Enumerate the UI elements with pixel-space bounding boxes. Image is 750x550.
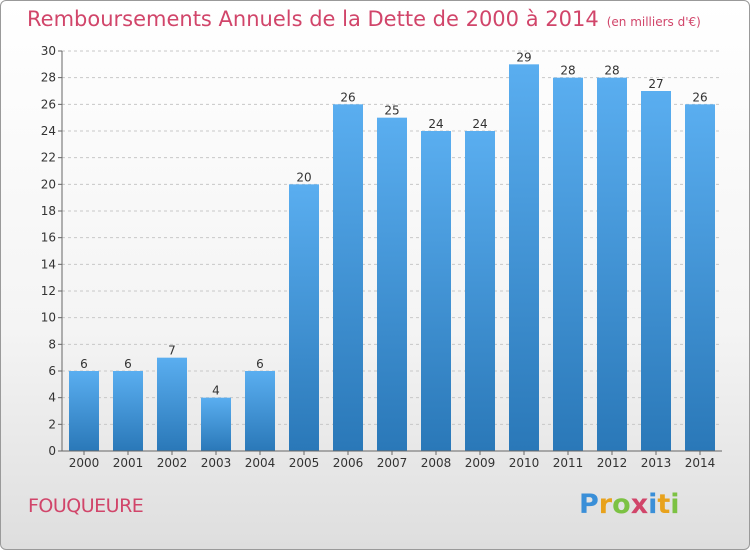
y-tick-label: 26 — [41, 97, 56, 111]
y-tick-label: 30 — [41, 44, 56, 58]
chart-unit: (en milliers d'€) — [606, 15, 701, 29]
bar — [157, 357, 187, 451]
logo-letter: r — [598, 489, 613, 520]
x-tick-label: 2010 — [509, 456, 540, 470]
chart-title: Remboursements Annuels de la Dette de 20… — [27, 7, 701, 31]
data-label: 6 — [80, 357, 88, 371]
y-tick-label: 0 — [48, 444, 56, 458]
data-label: 29 — [516, 50, 531, 64]
data-label: 26 — [692, 90, 707, 104]
data-label: 4 — [212, 384, 220, 398]
y-tick-label: 2 — [48, 417, 56, 431]
x-tick-label: 2007 — [377, 456, 408, 470]
data-label: 7 — [168, 344, 176, 358]
y-tick-label: 10 — [41, 311, 56, 325]
data-label: 27 — [648, 77, 663, 91]
logo-letter: i — [670, 489, 680, 520]
bar — [465, 131, 495, 451]
logo-letter: o — [612, 489, 631, 520]
x-tick-label: 2001 — [113, 456, 144, 470]
y-tick-label: 4 — [48, 391, 56, 405]
bar — [377, 117, 407, 452]
logo-letter: x — [630, 489, 649, 520]
data-label: 26 — [340, 90, 355, 104]
data-label: 24 — [428, 117, 443, 131]
bar — [421, 131, 451, 451]
logo-letter: P — [579, 489, 599, 520]
logo-letter: t — [657, 489, 671, 520]
data-label: 6 — [256, 357, 264, 371]
x-tick-label: 2003 — [201, 456, 232, 470]
data-label: 28 — [604, 64, 619, 78]
x-tick-label: 2004 — [245, 456, 276, 470]
y-tick-label: 28 — [41, 71, 56, 85]
logo-letter: i — [648, 489, 658, 520]
bar — [509, 64, 539, 452]
bar — [289, 184, 319, 452]
bar — [553, 77, 583, 452]
data-label: 6 — [124, 357, 132, 371]
data-label: 28 — [560, 64, 575, 78]
x-tick-label: 2009 — [465, 456, 496, 470]
y-tick-label: 16 — [41, 231, 56, 245]
bar — [597, 77, 627, 452]
proxiti-logo: Proxiti — [579, 489, 680, 520]
bar — [685, 104, 715, 451]
bar — [245, 371, 275, 451]
x-axis-labels: 2000 2001 2002 2003 2004 2005 2006 2007 2008 2009… — [69, 456, 716, 470]
bar — [69, 371, 99, 451]
axes — [61, 51, 722, 455]
x-tick-label: 2002 — [157, 456, 188, 470]
data-label: 24 — [472, 117, 487, 131]
data-label: 20 — [296, 170, 311, 184]
chart-title-text: Remboursements Annuels de la Dette de 20… — [27, 7, 599, 31]
y-tick-label: 22 — [41, 151, 56, 165]
y-tick-label: 12 — [41, 284, 56, 298]
bars — [69, 64, 715, 452]
y-tick-label: 20 — [41, 177, 56, 191]
y-tick-label: 8 — [48, 337, 56, 351]
x-tick-label: 2013 — [641, 456, 672, 470]
x-tick-label: 2006 — [333, 456, 364, 470]
commune-name: FOUQUEURE — [28, 495, 144, 517]
bar — [641, 91, 671, 451]
x-tick-label: 2014 — [685, 456, 716, 470]
y-tick-label: 18 — [41, 204, 56, 218]
bar — [201, 397, 231, 451]
x-tick-label: 2012 — [597, 456, 628, 470]
value-labels: 6 6 7 4 6 20 26 25 24 24 29 28 28 27 26 — [80, 50, 707, 397]
y-tick-label: 14 — [41, 257, 56, 271]
y-tick-label: 6 — [48, 364, 56, 378]
x-tick-label: 2008 — [421, 456, 452, 470]
bar — [333, 104, 363, 451]
bar — [113, 371, 143, 451]
x-tick-label: 2000 — [69, 456, 100, 470]
data-label: 25 — [384, 104, 399, 118]
y-tick-label: 24 — [41, 124, 56, 138]
x-tick-label: 2011 — [553, 456, 584, 470]
x-tick-label: 2005 — [289, 456, 320, 470]
